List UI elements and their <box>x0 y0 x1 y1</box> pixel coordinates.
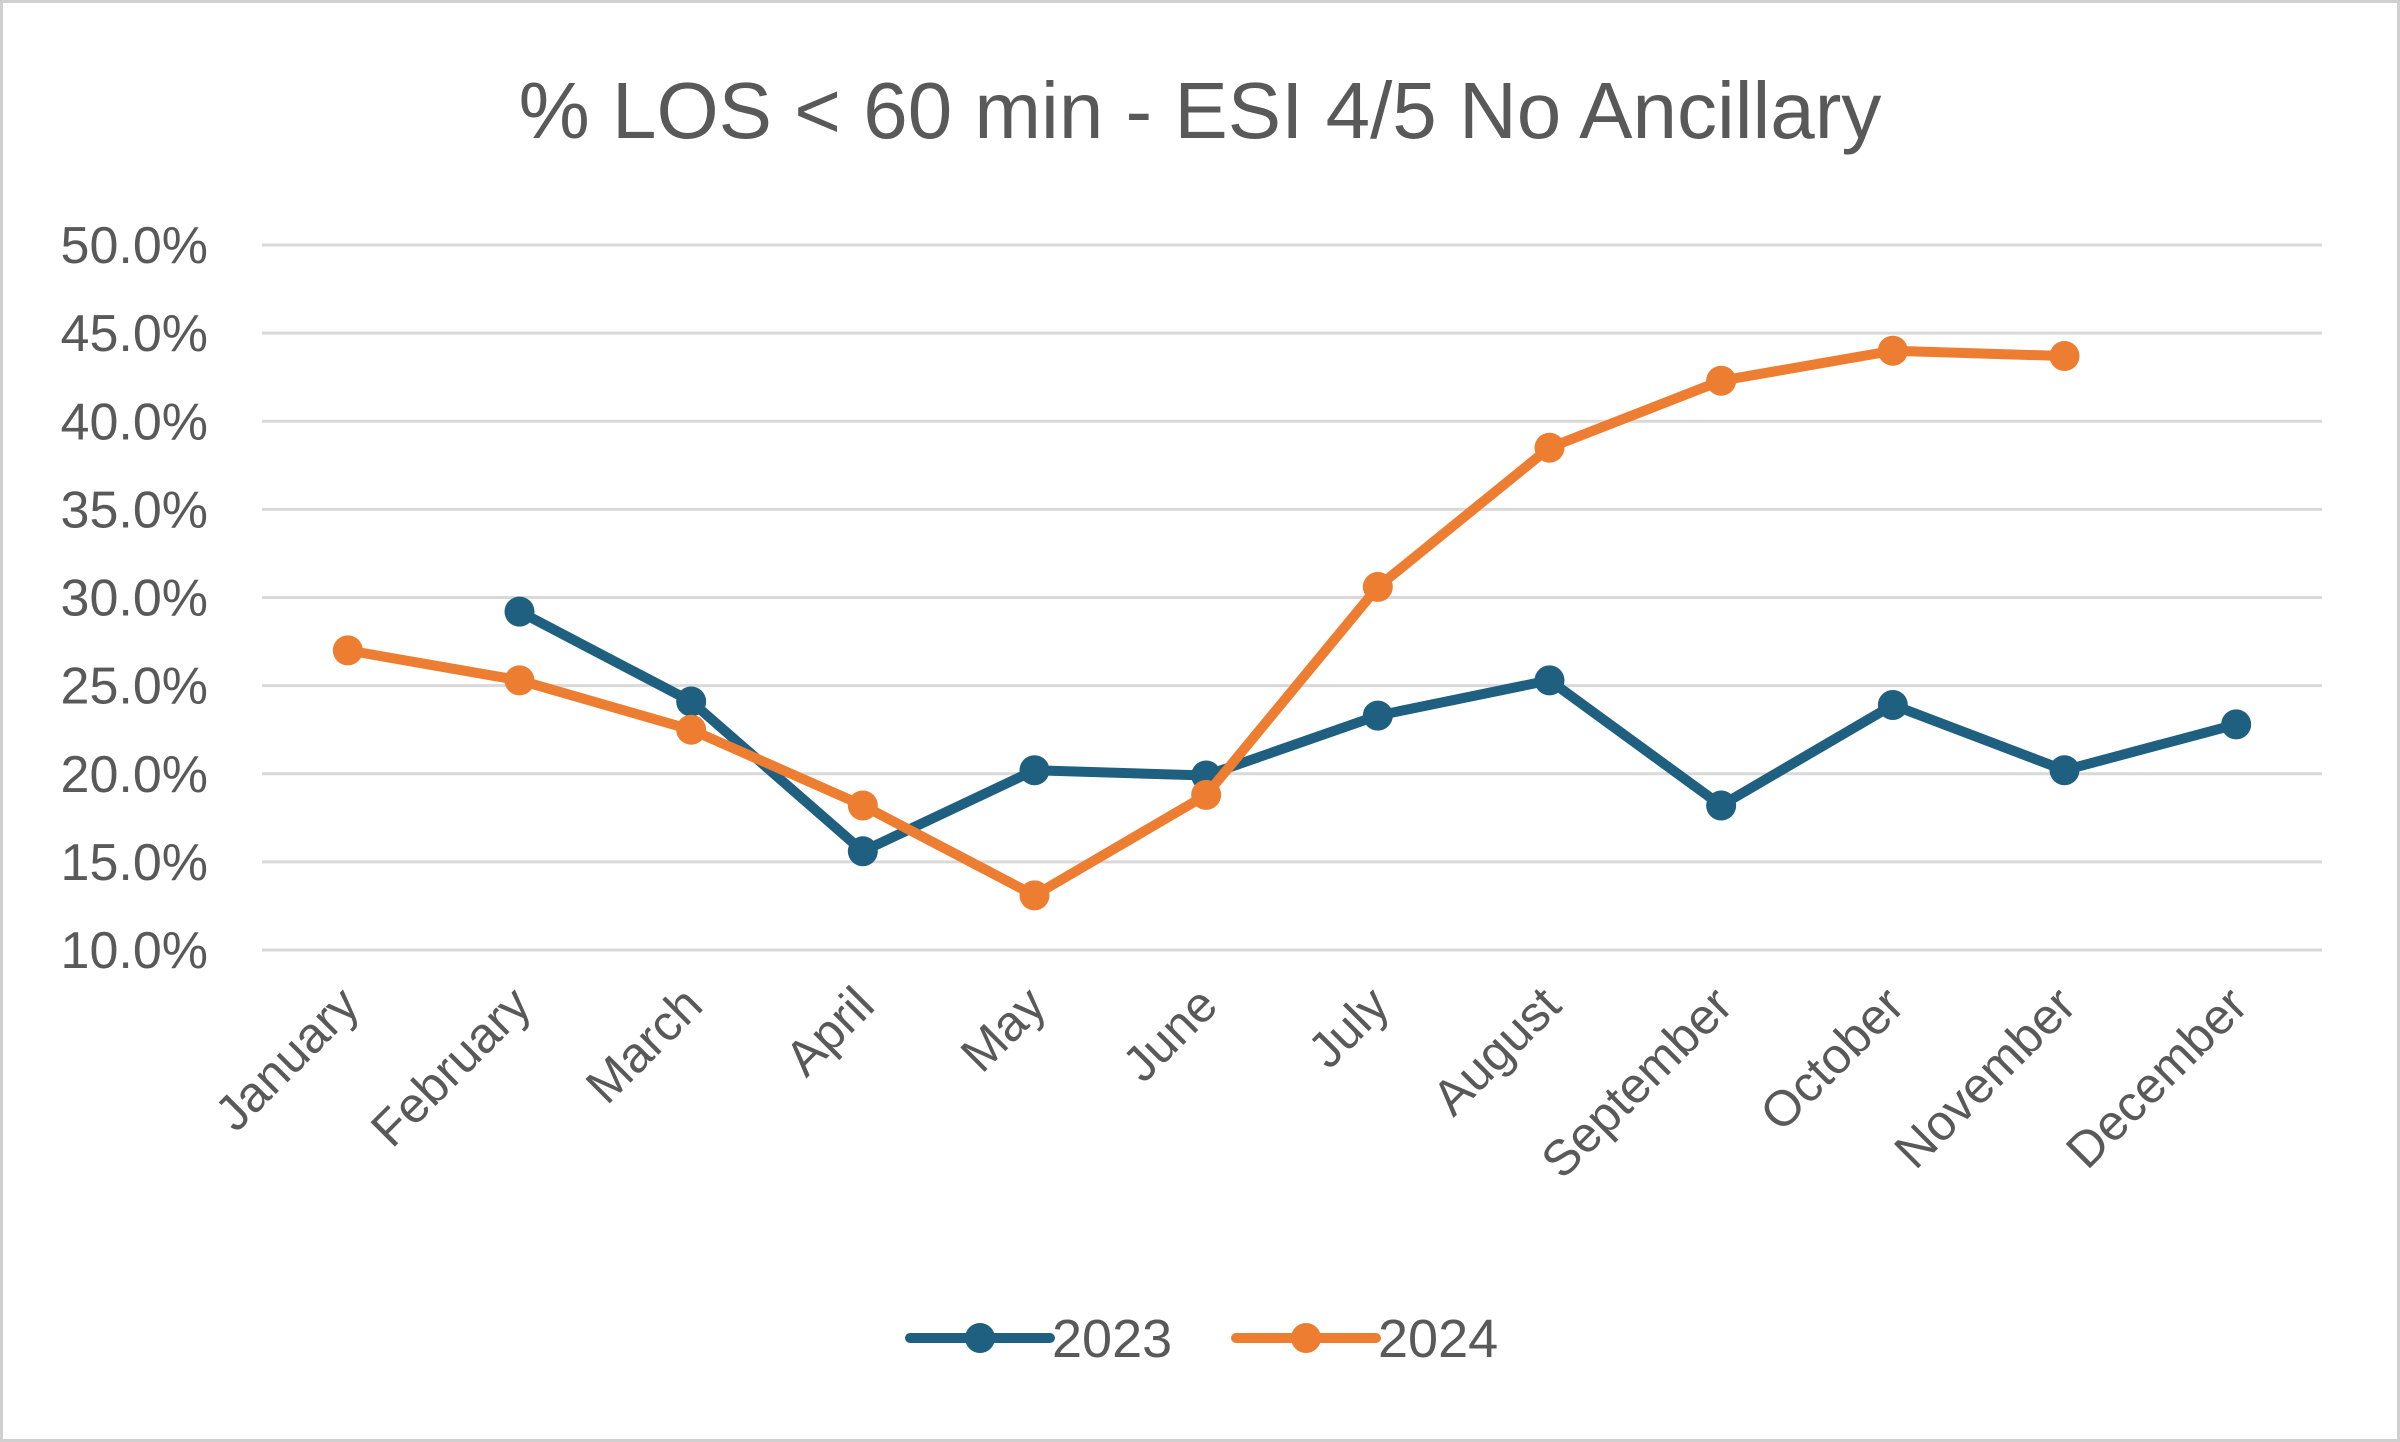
data-point-2023-december[interactable] <box>2221 709 2252 740</box>
y-tick-label: 25.0% <box>61 658 208 716</box>
series-line-2024 <box>342 345 2070 901</box>
series-2024 <box>332 335 2080 911</box>
y-tick-label: 35.0% <box>61 481 208 539</box>
x-tick-label: April <box>774 976 884 1086</box>
data-point-2023-july[interactable] <box>1362 700 1393 731</box>
y-tick-label: 15.0% <box>61 834 208 892</box>
data-point-2024-june[interactable] <box>1191 779 1222 810</box>
y-tick-label: 40.0% <box>61 393 208 451</box>
y-tick-label: 10.0% <box>61 922 208 980</box>
series-line-2023 <box>514 606 2242 857</box>
data-point-2024-september[interactable] <box>1706 365 1737 396</box>
legend-label: 2024 <box>1378 1309 1498 1369</box>
data-point-2024-august[interactable] <box>1534 432 1565 463</box>
legend-swatch-marker <box>965 1323 995 1353</box>
y-tick-label: 45.0% <box>61 305 208 363</box>
data-point-2024-july[interactable] <box>1362 571 1393 602</box>
data-point-2023-october[interactable] <box>1877 690 1908 721</box>
x-tick-label: June <box>1112 976 1228 1092</box>
legend-swatch-marker <box>1291 1323 1321 1353</box>
series-layer <box>332 335 2252 911</box>
gridlines <box>262 243 2322 952</box>
data-point-2023-march[interactable] <box>676 686 707 717</box>
data-point-2023-may[interactable] <box>1019 755 1050 786</box>
y-axis-tick-labels: 10.0% 15.0% 20.0% 25.0% 30.0% 35.0% 40.0% 45.0%… <box>61 217 208 980</box>
data-point-2023-november[interactable] <box>2049 755 2080 786</box>
x-tick-label: May <box>950 976 1056 1082</box>
x-tick-label: January <box>204 976 369 1141</box>
data-point-2024-october[interactable] <box>1877 335 1908 366</box>
data-point-2024-november[interactable] <box>2049 341 2080 372</box>
data-point-2024-january[interactable] <box>332 635 363 666</box>
legend-item-2023[interactable]: 2023 <box>905 1309 1172 1369</box>
y-tick-label: 50.0% <box>61 217 208 275</box>
legend[interactable]: 2023 2024 <box>905 1309 1498 1369</box>
x-tick-label: July <box>1297 976 1399 1078</box>
data-point-2024-april[interactable] <box>847 790 878 821</box>
series-2023 <box>504 596 2252 867</box>
data-point-2023-april[interactable] <box>847 836 878 867</box>
legend-label: 2023 <box>1052 1309 1172 1369</box>
x-tick-label: February <box>360 976 541 1157</box>
y-tick-label: 20.0% <box>61 746 208 804</box>
x-tick-label: November <box>1884 976 2087 1179</box>
data-point-2024-may[interactable] <box>1019 880 1050 911</box>
y-tick-label: 30.0% <box>61 570 208 628</box>
x-tick-label: August <box>1422 976 1572 1126</box>
legend-item-2024[interactable]: 2024 <box>1231 1309 1498 1369</box>
data-point-2024-february[interactable] <box>504 665 535 696</box>
x-tick-label: March <box>575 976 713 1114</box>
data-point-2023-august[interactable] <box>1534 665 1565 696</box>
chart-title: % LOS < 60 min - ESI 4/5 No Ancillary <box>519 66 1882 155</box>
data-point-2024-march[interactable] <box>676 714 707 745</box>
data-point-2023-september[interactable] <box>1706 790 1737 821</box>
data-point-2023-february[interactable] <box>504 596 535 627</box>
x-tick-label: October <box>1749 976 1914 1141</box>
x-tick-label: December <box>2055 976 2258 1179</box>
